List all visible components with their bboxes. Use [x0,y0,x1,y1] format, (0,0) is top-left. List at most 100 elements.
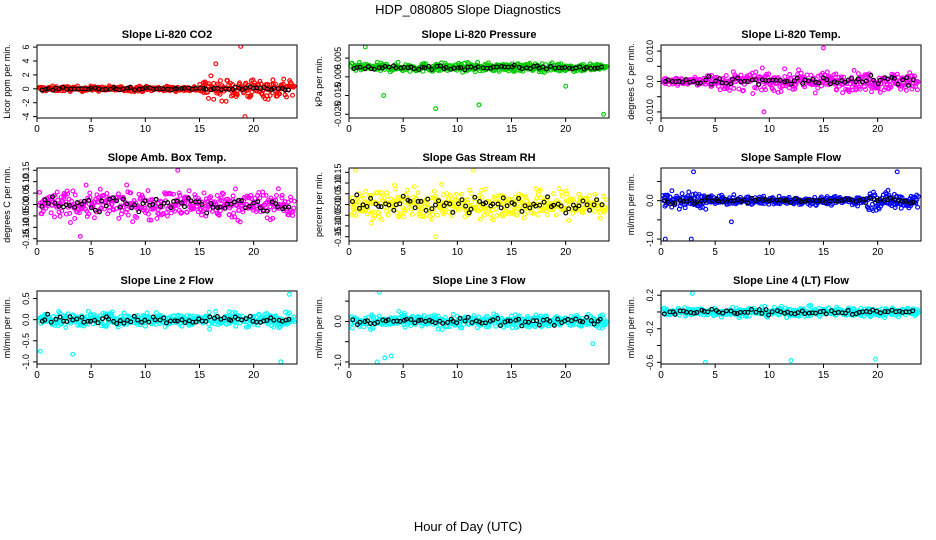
x-tick-label: 15 [506,247,518,258]
data-point [45,311,51,317]
data-point [877,77,883,83]
data-point [114,198,120,204]
y-axis: -1.00.0 [645,180,661,247]
data-point [253,209,259,215]
data-point [766,71,772,77]
data-point [206,309,212,315]
data-point [207,314,213,320]
data-point [219,198,224,204]
data-point [172,86,178,92]
data-point [86,197,92,203]
y-tick-label: 0.5 [21,292,31,305]
data-point [780,83,786,89]
data-point [226,212,232,218]
y-axis: -0.15-0.10-0.050.000.050.100.15 [333,164,349,247]
data-point [109,201,115,206]
data-point [526,319,531,325]
data-point [125,212,131,218]
y-axis-label: Licor ppm per min. [2,44,12,119]
data-point [471,168,477,173]
data-point [402,324,408,330]
data-point [759,77,765,83]
data-point [764,71,769,77]
data-point [894,71,900,77]
data-point [445,320,451,325]
data-point [667,194,673,200]
data-point [516,196,522,201]
data-point [537,322,542,328]
data-point [688,236,694,241]
data-point [360,202,366,208]
x-axis: 0 5 10 15 20 [346,118,572,135]
data-point [397,201,403,207]
y-tick-label: -0.015 [333,83,343,109]
data-point [192,192,198,198]
data-point [362,319,368,324]
y-tick-label: 0.005 [333,47,343,70]
plot-frame [660,290,922,365]
data-point [881,87,887,93]
data-point [563,210,569,216]
data-point [418,317,424,323]
data-point [686,189,692,195]
data-point [831,79,837,85]
data-point [535,212,541,218]
data-point [45,201,51,206]
data-point [680,79,685,85]
data-point [354,192,360,198]
data-point [762,196,768,202]
data-point [171,191,176,197]
data-point [247,313,253,319]
x-axis: 0 5 10 15 20 [658,118,884,135]
data-point [379,190,384,196]
data-point [50,194,55,200]
data-point [682,205,688,211]
data-point [67,210,73,216]
data-point [401,214,407,220]
data-point [895,81,901,87]
data-point [709,198,715,204]
data-point [242,85,248,91]
data-point [286,316,292,322]
data-point [530,210,536,216]
data-point [534,318,540,324]
data-point [70,351,76,357]
data-point [715,198,721,204]
data-point [103,203,109,209]
data-point [580,319,586,325]
data-point [386,202,392,208]
data-point [583,65,589,70]
data-point [140,86,146,92]
data-point [581,62,586,67]
data-point [722,197,728,202]
data-point [910,83,916,89]
data-point [537,187,543,193]
data-point [455,65,461,71]
data-point [443,65,449,70]
y-tick-label: -0.15 [333,226,343,247]
data-point [771,88,777,93]
data-point [868,72,874,78]
data-point [877,89,883,95]
data-point [677,197,683,203]
panel-title: Slope Li-820 Pressure [422,29,537,41]
data-point [131,313,137,319]
data-point [362,66,368,72]
data-point [354,65,360,70]
data-point [813,79,819,85]
data-point [481,212,487,218]
data-point [855,76,861,82]
data-point [556,65,562,71]
data-point [55,197,61,203]
data-point [142,317,148,323]
data-point [462,67,468,73]
data-point [537,202,543,208]
data-point [168,318,173,324]
data-point [594,197,600,203]
data-point [898,86,904,92]
x-tick-label: 20 [560,124,572,135]
data-point [213,61,219,67]
data-point [384,193,390,199]
data-point [532,324,538,330]
data-point [179,86,185,91]
